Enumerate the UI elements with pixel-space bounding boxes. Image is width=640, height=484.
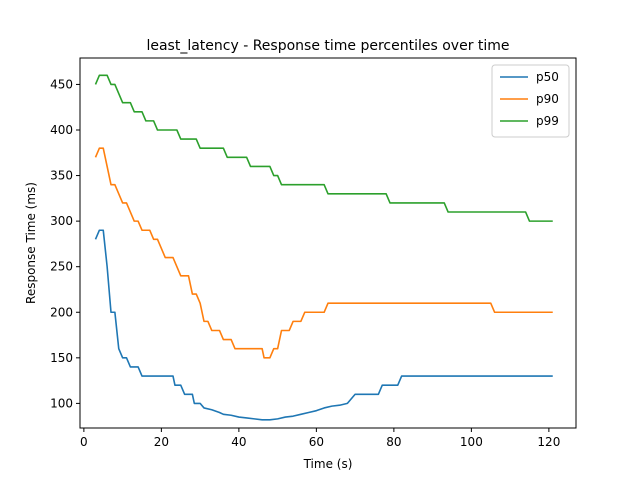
x-tick-label: 60	[309, 435, 324, 449]
x-tick-label: 20	[154, 435, 169, 449]
y-tick-label: 400	[50, 123, 73, 137]
x-tick-label: 0	[80, 435, 88, 449]
x-tick-label: 120	[537, 435, 560, 449]
y-tick-label: 100	[50, 396, 73, 410]
x-axis-label: Time (s)	[303, 457, 353, 471]
legend: p50 p90 p99	[491, 64, 570, 138]
chart-title: least_latency - Response time percentile…	[146, 38, 509, 54]
y-tick-label: 300	[50, 214, 73, 228]
series-line-p90	[94, 147, 553, 359]
x-tick-label: 40	[231, 435, 246, 449]
legend-box	[491, 64, 570, 138]
legend-label-p99: p99	[536, 114, 559, 128]
plot-frame	[79, 57, 577, 429]
y-tick-label: 150	[50, 351, 73, 365]
legend-label-p90: p90	[536, 92, 559, 106]
y-tick-label: 350	[50, 169, 73, 183]
y-tick-label: 450	[50, 77, 73, 91]
series-line-p50	[94, 229, 553, 421]
series-layer	[94, 74, 553, 421]
x-tick-label: 80	[386, 435, 401, 449]
series-line-p99	[94, 74, 553, 222]
y-tick-label: 250	[50, 260, 73, 274]
y-tick-label: 200	[50, 305, 73, 319]
x-axis: 0 20 40 60 80 100 120	[80, 428, 560, 449]
legend-label-p50: p50	[536, 70, 559, 84]
y-axis-label: Response Time (ms)	[24, 182, 38, 304]
y-axis: 100 150 200 250 300 350 400 450	[50, 77, 80, 410]
x-tick-label: 100	[460, 435, 483, 449]
